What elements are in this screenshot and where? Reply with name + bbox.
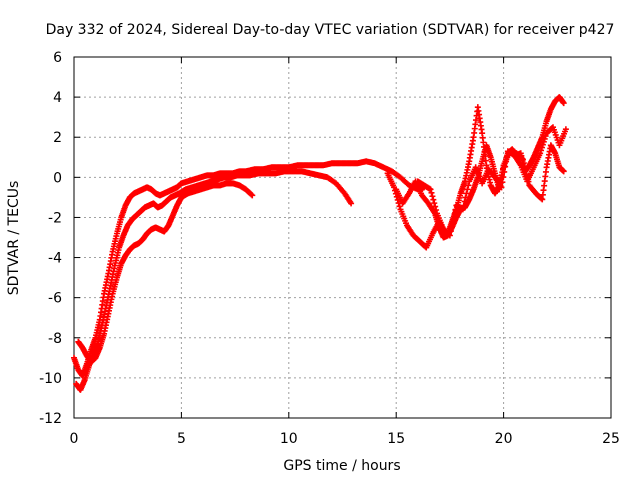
data-points [71,94,569,393]
data-point [562,126,569,133]
data-point [452,206,459,213]
series-track-6 [414,124,569,239]
x-tick-label: 0 [70,431,79,447]
data-point [249,192,256,199]
data-point [462,194,469,201]
data-point [538,147,545,154]
data-point [541,135,548,142]
data-point [459,206,466,213]
data-point [431,200,438,207]
data-point [461,198,468,205]
y-tick-label: 6 [53,50,62,66]
data-point [538,144,545,151]
data-point [539,141,546,148]
data-point [248,191,255,198]
x-tick-label: 10 [280,431,298,447]
data-point [503,153,510,160]
data-point [428,189,435,196]
data-point [463,190,470,197]
data-point [500,174,507,181]
data-point [519,156,526,163]
data-point [445,231,452,238]
data-point [465,182,472,189]
y-tick-label: 4 [53,90,62,106]
data-point [430,196,437,203]
series-track-2 [73,168,355,393]
data-point [501,168,508,175]
data-point [429,193,436,200]
data-point [521,163,528,170]
data-point [348,200,355,207]
data-point [427,186,434,193]
data-point [451,211,458,218]
data-point [464,186,471,193]
series-track-1 [71,158,428,379]
data-point [450,215,457,222]
y-tick-label: -8 [48,331,62,347]
data-point [432,203,439,210]
x-axis-label: GPS time / hours [283,458,400,474]
y-tick-label: -10 [39,371,62,387]
y-tick-label: -12 [39,411,62,427]
data-point [449,219,456,226]
data-point [499,179,506,186]
data-point [560,100,567,107]
series-track-3 [75,180,256,365]
data-point [502,163,509,170]
x-tick-label: 20 [495,431,513,447]
data-point [433,206,440,213]
axis-ticks: 0 5 10 15 20 25 -12 -10 -8 -6 -4 -2 0 2 4 6 [39,50,620,447]
data-point [446,232,453,239]
x-tick-label: 15 [387,431,405,447]
data-point [537,150,544,157]
y-tick-label: 2 [53,130,62,146]
data-point [448,223,455,230]
data-point [542,133,549,140]
y-axis-label: SDTVAR / TECUs [6,181,22,296]
grid-lines [74,57,611,418]
plot-frame [73,56,612,419]
data-point [519,155,526,162]
y-tick-label: 0 [53,170,62,186]
x-tick-label: 5 [177,431,186,447]
data-point [396,203,403,210]
y-tick-label: -4 [48,251,62,267]
data-point [538,195,545,202]
data-point [447,228,454,235]
x-tick-label: 25 [602,431,620,447]
data-point [498,184,505,191]
data-point [560,168,567,175]
chart-title: Day 332 of 2024, Sidereal Day-to-day VTE… [46,22,615,38]
y-tick-label: -2 [48,210,62,226]
data-point [503,158,510,165]
y-tick-label: -6 [48,291,62,307]
data-point [540,138,547,145]
data-point [460,202,467,209]
